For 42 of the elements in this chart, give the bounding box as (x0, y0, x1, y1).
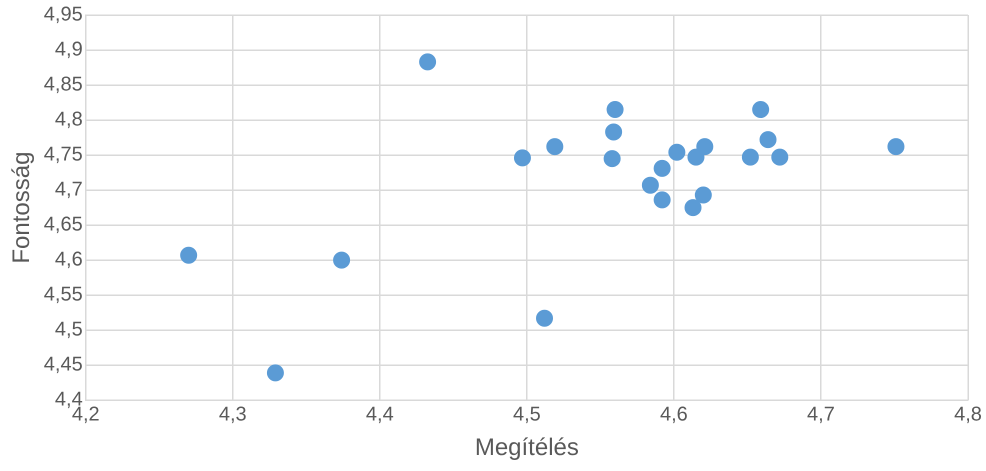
x-tick-label: 4,3 (218, 404, 247, 426)
point (687, 148, 704, 166)
y-tick-label: 4,85 (44, 74, 83, 96)
y-tick-label: 4,9 (54, 38, 83, 61)
point (696, 138, 714, 156)
y-axis-title: Fontosság (8, 152, 36, 264)
point (605, 123, 622, 140)
x-tick-label: 4,8 (954, 404, 982, 426)
y-tick-label: 4,75 (44, 144, 83, 166)
point (668, 144, 686, 161)
point (771, 148, 788, 166)
y-tick-label: 4,65 (44, 214, 83, 236)
point (654, 191, 671, 208)
point (760, 131, 777, 148)
y-tick-label: 4,5 (54, 318, 83, 341)
x-axis-title: Megítélés (474, 434, 579, 462)
x-tick-label: 4,6 (660, 404, 688, 426)
y-tick-label: 4,7 (54, 178, 83, 201)
point (546, 138, 564, 156)
point (684, 199, 702, 216)
y-tick-label: 4,6 (54, 248, 83, 271)
point (536, 310, 554, 327)
y-tick-label: 4,55 (44, 284, 83, 306)
point (752, 101, 770, 118)
point (694, 186, 712, 204)
y-tick-label: 4,8 (54, 108, 83, 131)
point (266, 364, 284, 382)
x-tick-label: 4,5 (512, 404, 541, 426)
point (642, 176, 659, 194)
point (419, 53, 436, 70)
y-tick-label: 4,45 (44, 354, 83, 376)
point (514, 149, 531, 166)
point (606, 101, 624, 118)
y-tick-label: 4,95 (44, 4, 83, 26)
point (742, 148, 759, 166)
point (604, 150, 621, 168)
point (333, 252, 350, 269)
point (654, 160, 671, 177)
x-tick-label: 4,4 (366, 404, 394, 426)
point (887, 138, 904, 156)
x-tick-label: 4,7 (807, 404, 835, 426)
point (180, 246, 198, 264)
